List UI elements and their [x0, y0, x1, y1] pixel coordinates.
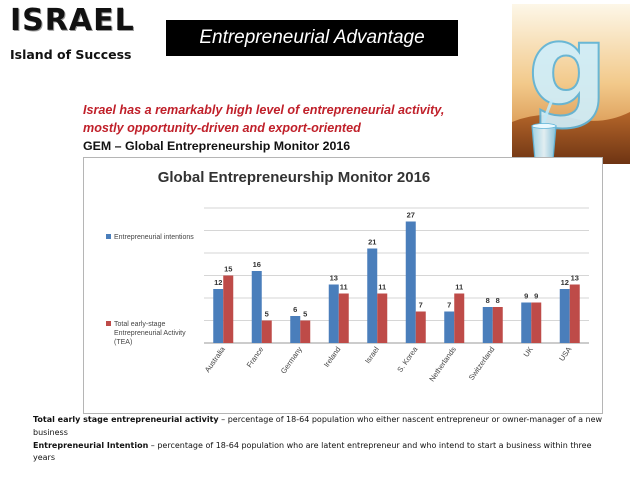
bar	[521, 302, 532, 343]
x-tick-label: Germany	[279, 345, 304, 376]
x-tick-label: Netherlands	[427, 345, 458, 383]
section-banner: Entrepreneurial Advantage	[166, 20, 458, 56]
data-label: 11	[378, 283, 386, 292]
bar	[531, 302, 542, 343]
water-glass-logo-icon: g	[512, 4, 630, 164]
footnote-tea-term: Total early stage entrepreneurial activi…	[33, 415, 219, 424]
bar	[405, 221, 416, 343]
bar	[338, 293, 349, 343]
x-tick-label: France	[245, 345, 266, 369]
data-label: 13	[571, 274, 579, 283]
bar	[415, 311, 426, 343]
source-line: GEM – Global Entrepreneurship Monitor 20…	[83, 139, 351, 153]
x-tick-label: Australia	[203, 344, 228, 374]
bar	[444, 311, 455, 343]
legend-label-line: Total early-stage	[114, 321, 165, 328]
bar	[213, 289, 224, 343]
bar	[367, 248, 378, 343]
legend-label: Total early-stage Entrepreneurial Activit…	[114, 321, 186, 346]
data-label: 12	[561, 278, 569, 287]
legend-swatch	[106, 321, 111, 326]
bar	[223, 275, 234, 343]
bar	[377, 293, 388, 343]
data-label: 8	[496, 296, 500, 305]
footnote-intention-term: Entrepreneurial Intention	[33, 440, 149, 450]
data-label: 13	[330, 274, 338, 283]
bar	[251, 271, 262, 343]
data-label: 27	[407, 211, 415, 220]
bar	[559, 289, 570, 343]
footnote-intention-definition: – percentage of 18-64 population who are…	[33, 440, 592, 463]
bar	[454, 293, 465, 343]
data-label: 9	[534, 292, 538, 301]
data-label: 5	[265, 310, 269, 319]
logo-glyph: g	[528, 4, 608, 131]
page-subtitle: Island of Success	[10, 47, 132, 62]
legend-label-line: (TEA)	[114, 339, 132, 346]
intro-line-2: mostly opportunity-driven and export-ori…	[83, 121, 361, 135]
x-tick-label: S. Korea	[395, 344, 420, 374]
chart-title: Global Entrepreneurship Monitor 2016	[158, 169, 431, 186]
bar	[290, 316, 301, 343]
data-label: 6	[293, 305, 297, 314]
data-label: 11	[455, 283, 463, 292]
footnote: Total early stage entrepreneurial activi…	[33, 414, 603, 465]
legend-label: Entrepreneurial intentions	[114, 234, 194, 241]
data-label: 7	[447, 301, 451, 310]
data-label: 21	[368, 238, 376, 247]
x-tick-label: USA	[557, 345, 573, 363]
legend-label-line: Entrepreneurial Activity	[114, 330, 186, 337]
page-title: ISRAEL	[10, 3, 135, 38]
bar	[300, 320, 311, 343]
bar-chart: Global Entrepreneurship Monitor 2016 121…	[106, 169, 589, 383]
bar	[569, 284, 580, 343]
data-label: 15	[224, 265, 232, 274]
data-label: 16	[253, 260, 261, 269]
data-label: 7	[419, 301, 423, 310]
data-label: 5	[303, 310, 307, 319]
intro-line-1: Israel has a remarkably high level of en…	[83, 103, 445, 117]
bar	[492, 307, 503, 343]
data-label: 9	[524, 292, 528, 301]
legend-swatch	[106, 234, 111, 239]
x-tick-label: UK	[522, 345, 535, 359]
bar	[328, 284, 339, 343]
x-tick-label: Ireland	[322, 345, 343, 369]
x-tick-label: Israel	[363, 345, 381, 365]
bar	[261, 320, 272, 343]
data-label: 12	[214, 278, 222, 287]
x-tick-label: Switzerland	[467, 345, 497, 382]
data-label: 11	[340, 283, 348, 292]
bar	[482, 307, 493, 343]
data-label: 8	[486, 296, 490, 305]
footnote-tea-definition: – percentage of 18-64 population who eit…	[33, 415, 603, 437]
chart-container: Global Entrepreneurship Monitor 2016 12 1…	[83, 157, 603, 414]
